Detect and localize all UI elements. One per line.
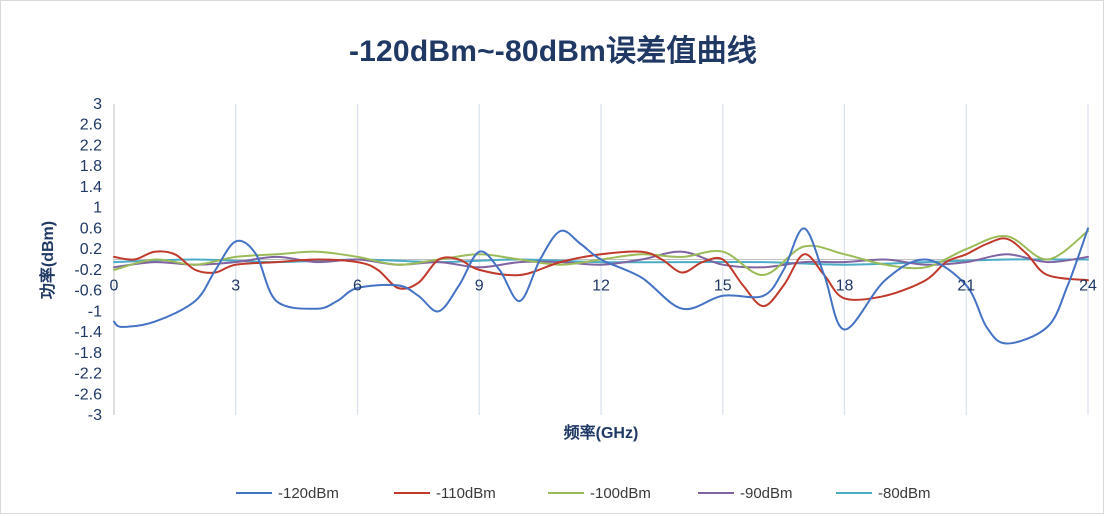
chart-title: -120dBm~-80dBm误差值曲线	[348, 35, 758, 68]
series-line-110dbm	[113, 237, 1089, 308]
x-tick-label: 15	[714, 278, 732, 295]
y-tick-label: 0.6	[80, 220, 102, 237]
legend: -120dBm -110dBm -100dBm -90dBm -80dBm	[236, 485, 931, 502]
x-tick-label: 6	[353, 278, 362, 295]
series-layer	[113, 227, 1089, 345]
y-tick-label: 1.4	[80, 179, 102, 196]
series-line-90dbm	[113, 250, 1089, 269]
legend-label: -120dBm	[278, 485, 339, 502]
x-tick-label: 0	[110, 278, 119, 295]
x-tick-label: 24	[1079, 278, 1097, 295]
x-tick-label: 12	[592, 278, 610, 295]
y-tick-label: -2.2	[74, 366, 102, 383]
y-tick-label: 2.6	[80, 117, 102, 134]
x-tick-label: 18	[836, 278, 854, 295]
series-line-120dbm	[113, 227, 1089, 345]
y-tick-label: -1.8	[74, 345, 102, 362]
y-axis-title: 功率(dBm)	[38, 221, 57, 299]
y-tick-label: 1	[93, 200, 102, 217]
legend-label: -100dBm	[590, 485, 651, 502]
legend-label: -110dBm	[436, 485, 496, 502]
x-tick-label: 9	[475, 278, 484, 295]
legend-label: -90dBm	[740, 485, 793, 502]
legend-label: -80dBm	[878, 485, 931, 502]
y-tick-label: -0.2	[74, 262, 102, 279]
y-tick-label: -2.6	[74, 386, 102, 403]
x-tick-labels: 0 3 6 9 12 15 18 21 24	[110, 278, 1097, 295]
y-tick-label: -1	[88, 303, 102, 320]
x-axis-title: 频率(GHz)	[564, 423, 639, 442]
y-tick-label: -0.6	[74, 283, 102, 300]
y-tick-label: -1.4	[74, 324, 102, 341]
x-tick-label: 3	[231, 278, 240, 295]
y-tick-labels: 3 2.6 2.2 1.8 1.4 1 0.6 0.2 -0.2 -0.6 -1 -1.4 -1.8 -2…	[74, 96, 102, 424]
y-tick-label: 1.8	[80, 158, 102, 175]
y-tick-label: 0.2	[80, 241, 102, 258]
y-tick-label: 2.2	[80, 137, 102, 154]
x-tick-label: 21	[957, 278, 975, 295]
y-tick-label: 3	[93, 96, 102, 113]
y-tick-label: -3	[88, 407, 102, 424]
